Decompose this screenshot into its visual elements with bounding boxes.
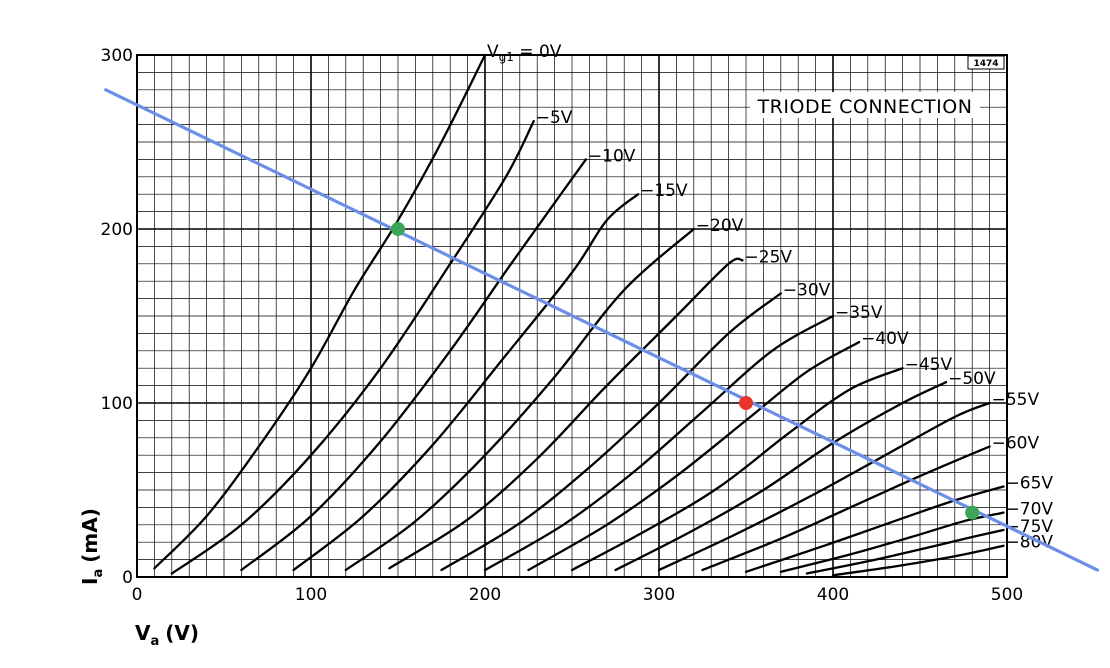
curve-label: −20V <box>696 216 744 236</box>
y-tick-label: 100 <box>101 394 133 414</box>
curve-label: −50V <box>948 369 996 389</box>
anode-curve <box>483 314 835 572</box>
curve-label: −65V <box>1006 474 1054 494</box>
x-axis-label: Va (V) <box>135 621 199 649</box>
anode-curve <box>527 340 861 572</box>
x-tick-labels: 0 100 200 300 400 500 <box>132 585 1024 605</box>
chart-code: 1474 <box>973 59 998 69</box>
curve-label: −35V <box>835 303 883 323</box>
curve-label: −5V <box>536 108 573 128</box>
anode-curve <box>805 528 1005 575</box>
load-line <box>104 88 1100 572</box>
y-tick-label: 300 <box>101 46 133 66</box>
operating-point-markers <box>391 222 980 520</box>
x-tick-label: 200 <box>469 585 501 605</box>
y-axis-label: Ia(mA) <box>78 508 106 585</box>
anode-curve <box>614 380 948 572</box>
anode-curve <box>440 292 782 572</box>
anode-curve <box>388 257 744 570</box>
minor-grid <box>137 55 1007 577</box>
chart-title: TRIODE CONNECTION <box>757 96 973 118</box>
anode-curve <box>657 401 991 572</box>
operating-point-marker <box>965 505 980 520</box>
operating-point-marker <box>739 396 753 410</box>
anode-curves <box>153 53 1005 577</box>
curve-label: −40V <box>861 329 909 349</box>
y-tick-label: 200 <box>101 220 133 240</box>
curve-label: −10V <box>588 146 636 166</box>
anode-curve <box>570 367 904 572</box>
curve-labels: Vg1 = 0V −5V −10V−15V −20V−25V −30V−35V −40V −… <box>487 42 1053 553</box>
curve-label: −45V <box>905 355 953 375</box>
operating-point-marker <box>391 222 405 236</box>
x-tick-label: 100 <box>295 585 327 605</box>
anode-curve <box>292 193 640 572</box>
anode-curve <box>153 53 487 570</box>
curve-label: −15V <box>640 181 688 201</box>
curve-label: −25V <box>745 247 793 267</box>
chart-code-box <box>967 55 1005 70</box>
anode-curve <box>701 445 991 572</box>
anode-curve <box>831 544 1005 577</box>
anode-curve <box>170 119 535 575</box>
anode-curve <box>744 485 1005 573</box>
anode-curve <box>344 227 695 572</box>
anode-curve <box>240 158 588 572</box>
curve-label: Vg1 = 0V <box>487 42 562 64</box>
plot-frame <box>136 54 1008 578</box>
y-tick-labels: 0 100 200 300 <box>101 46 133 588</box>
curve-label: −55V <box>992 390 1040 410</box>
curve-label: −30V <box>783 280 831 300</box>
curve-label: −60V <box>992 434 1040 454</box>
title-background <box>750 92 980 118</box>
x-tick-label: 0 <box>132 585 143 605</box>
x-tick-label: 500 <box>991 585 1023 605</box>
load-line-layer <box>104 88 1100 572</box>
x-tick-label: 400 <box>817 585 849 605</box>
x-tick-label: 300 <box>643 585 675 605</box>
y-tick-label: 0 <box>122 568 133 588</box>
curve-label: −70V <box>1006 500 1054 520</box>
curve-label: −80V <box>1006 533 1054 553</box>
